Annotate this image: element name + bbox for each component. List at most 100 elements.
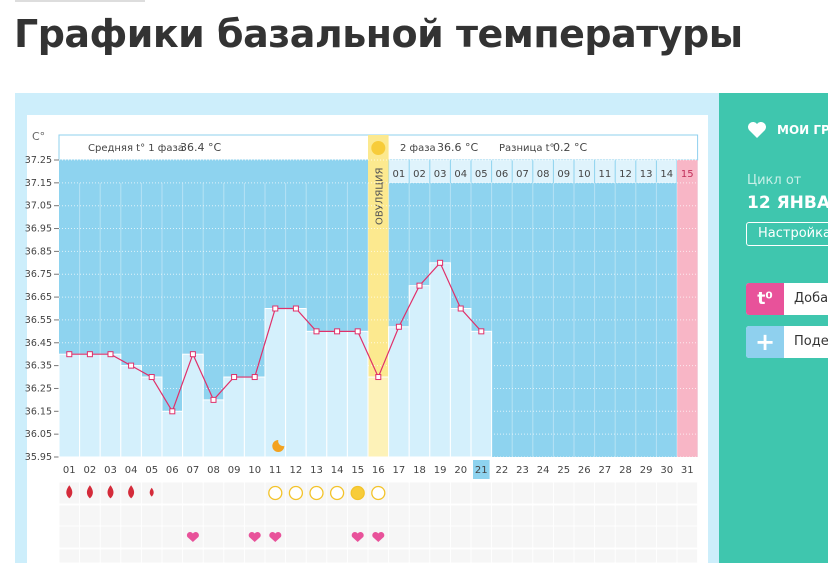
x-tick-label: 02 bbox=[84, 465, 97, 476]
temp-bar bbox=[243, 376, 266, 458]
x-tick-label: 25 bbox=[557, 465, 570, 476]
x-tick-label: 23 bbox=[516, 465, 529, 476]
settings-button[interactable]: Настройка bbox=[746, 222, 828, 246]
ovulation-column bbox=[368, 135, 389, 457]
day-cell bbox=[553, 160, 574, 183]
day-cell bbox=[430, 160, 450, 183]
temp-bar bbox=[120, 365, 142, 458]
x-tick-label: 04 bbox=[125, 465, 138, 476]
temp-bar bbox=[202, 399, 225, 458]
drop-icon bbox=[107, 485, 114, 499]
icon-row bbox=[58, 548, 699, 563]
temp-point bbox=[354, 328, 361, 335]
heart-icon bbox=[248, 531, 261, 542]
phase2-label: 2 фаза bbox=[400, 143, 436, 154]
y-tick-label: 35.95 bbox=[25, 452, 52, 463]
phase2-day: 03 bbox=[434, 169, 447, 180]
temp-bar bbox=[326, 330, 348, 458]
x-tick-label: 11 bbox=[269, 465, 282, 476]
side-panel: МОИ ГРА Цикл от 12 ЯНВАР Настройка t⁰ До… bbox=[719, 93, 828, 563]
temp-bar bbox=[223, 376, 245, 458]
temp-point bbox=[251, 374, 258, 381]
temp-bar bbox=[408, 285, 431, 458]
temp-bar bbox=[161, 410, 184, 458]
temp-bar bbox=[449, 308, 472, 458]
heart-icon bbox=[748, 122, 766, 138]
phase1-value: 36.4 °C bbox=[180, 141, 221, 154]
today-highlight bbox=[473, 460, 490, 479]
temp-point bbox=[457, 305, 464, 312]
heart-icon bbox=[186, 531, 199, 542]
temp-point bbox=[107, 351, 114, 358]
day-cell bbox=[656, 160, 677, 183]
phase2-day: 13 bbox=[640, 169, 653, 180]
day-cell bbox=[471, 160, 492, 183]
drop-icon bbox=[66, 485, 73, 499]
y-tick-label: 36.95 bbox=[25, 224, 52, 235]
heart-icon bbox=[351, 531, 364, 542]
x-tick-label: 01 bbox=[63, 465, 76, 476]
temp-point bbox=[210, 396, 217, 403]
day-cell bbox=[636, 160, 656, 183]
day-cell bbox=[533, 160, 553, 183]
temp-point bbox=[169, 408, 176, 415]
share-button[interactable]: + Поде bbox=[746, 326, 828, 358]
temp-bar bbox=[470, 330, 493, 458]
temp-point bbox=[334, 328, 341, 335]
temp-bar bbox=[429, 262, 451, 458]
phase2-day: 10 bbox=[578, 169, 591, 180]
y-tick-label: 37.15 bbox=[25, 178, 52, 189]
x-tick-label: 03 bbox=[104, 465, 117, 476]
x-tick-label: 31 bbox=[681, 465, 694, 476]
temp-bar bbox=[305, 330, 328, 458]
x-tick-label: 10 bbox=[248, 465, 261, 476]
share-text: Поде bbox=[794, 334, 828, 349]
temp-point bbox=[313, 328, 320, 335]
x-tick-label: 18 bbox=[413, 465, 426, 476]
temp-point bbox=[292, 305, 299, 312]
diff-value: 0.2 °C bbox=[553, 141, 587, 154]
cycle-date: 12 ЯНВАР bbox=[747, 193, 828, 213]
phase2-day: 04 bbox=[454, 169, 467, 180]
x-tick-label: 24 bbox=[537, 465, 550, 476]
x-tick-label: 14 bbox=[331, 465, 344, 476]
x-tick-label: 08 bbox=[207, 465, 220, 476]
drop-icon bbox=[149, 487, 154, 497]
x-tick-label: 28 bbox=[619, 465, 632, 476]
temp-bar bbox=[367, 376, 390, 458]
phase2-day: 14 bbox=[660, 169, 673, 180]
x-tick-label: 06 bbox=[166, 465, 179, 476]
x-tick-label: 19 bbox=[434, 465, 447, 476]
mucus-icon bbox=[268, 485, 283, 501]
cycle-from: Цикл от bbox=[747, 173, 802, 188]
y-tick-label: 36.25 bbox=[25, 383, 52, 394]
day-cell bbox=[450, 160, 471, 183]
temp-point bbox=[437, 259, 444, 266]
phase2-day: 05 bbox=[475, 169, 488, 180]
day-cell bbox=[574, 160, 595, 183]
temp-point bbox=[395, 323, 402, 330]
add-temp-button[interactable]: t⁰ Доба bbox=[746, 283, 828, 315]
phase2-day: 11 bbox=[599, 169, 612, 180]
my-charts-link[interactable]: МОИ ГРА bbox=[777, 123, 828, 137]
phase2-day: 12 bbox=[619, 169, 632, 180]
temp-point bbox=[272, 305, 279, 312]
temp-point bbox=[128, 362, 135, 369]
x-tick-label: 05 bbox=[145, 465, 158, 476]
add-temp-text: Доба bbox=[794, 291, 828, 306]
mucus-icon bbox=[288, 485, 304, 501]
x-tick-label: 13 bbox=[310, 465, 323, 476]
x-tick-label: 22 bbox=[496, 465, 509, 476]
x-tick-label: 09 bbox=[228, 465, 241, 476]
x-tick-label: 07 bbox=[187, 465, 200, 476]
mucus-icon bbox=[371, 485, 386, 501]
temp-point bbox=[66, 351, 73, 358]
x-tick-label: 12 bbox=[290, 465, 303, 476]
icon-row bbox=[58, 504, 699, 528]
temp-point bbox=[416, 282, 423, 289]
y-tick-label: 36.55 bbox=[25, 315, 52, 326]
x-tick-label: 15 bbox=[351, 465, 364, 476]
share-icon: + bbox=[746, 326, 784, 358]
phase2-day: 06 bbox=[496, 169, 509, 180]
